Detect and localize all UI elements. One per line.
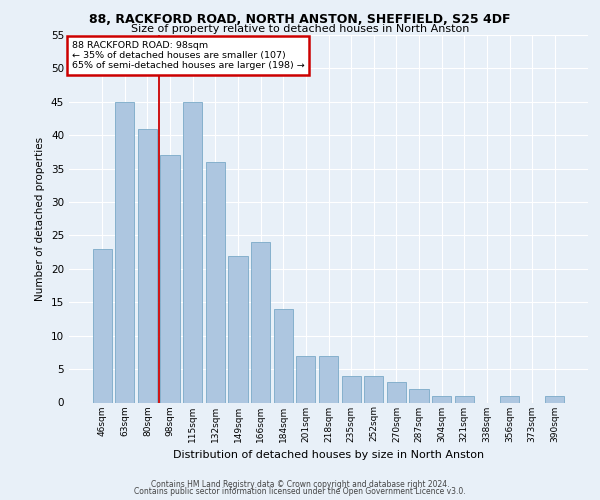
Text: Contains public sector information licensed under the Open Government Licence v3: Contains public sector information licen… [134,487,466,496]
Bar [92,249,112,402]
Bar [341,376,361,402]
Text: Contains HM Land Registry data © Crown copyright and database right 2024.: Contains HM Land Registry data © Crown c… [151,480,449,489]
Bar [455,396,474,402]
Bar [251,242,270,402]
Bar [138,128,157,402]
Text: 88, RACKFORD ROAD, NORTH ANSTON, SHEFFIELD, S25 4DF: 88, RACKFORD ROAD, NORTH ANSTON, SHEFFIE… [89,13,511,26]
Bar [274,309,293,402]
Bar [409,389,428,402]
Text: Size of property relative to detached houses in North Anston: Size of property relative to detached ho… [131,24,469,34]
Bar [160,156,180,402]
Y-axis label: Number of detached properties: Number of detached properties [35,136,46,301]
Bar [296,356,316,403]
Bar [115,102,134,403]
Bar [183,102,202,403]
Bar [364,376,383,402]
Bar [229,256,248,402]
Bar [432,396,451,402]
X-axis label: Distribution of detached houses by size in North Anston: Distribution of detached houses by size … [173,450,484,460]
Bar [500,396,519,402]
Bar [387,382,406,402]
Bar [319,356,338,403]
Bar [206,162,225,402]
Text: 88 RACKFORD ROAD: 98sqm
← 35% of detached houses are smaller (107)
65% of semi-d: 88 RACKFORD ROAD: 98sqm ← 35% of detache… [71,40,304,70]
Bar [545,396,565,402]
